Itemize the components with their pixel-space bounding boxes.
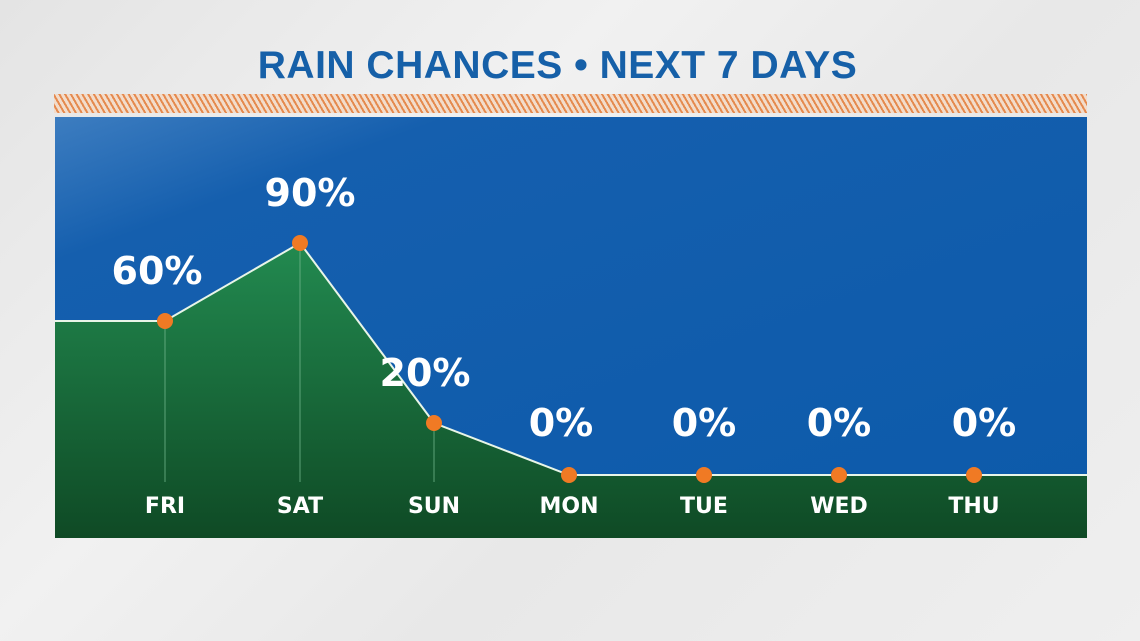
- data-markers: [157, 235, 982, 483]
- day-label-sun: SUN: [407, 494, 461, 519]
- day-label-fri: FRI: [144, 494, 186, 519]
- value-label-fri: 60%: [111, 249, 203, 293]
- chart-title: RAIN CHANCES • NEXT 7 DAYS: [257, 44, 858, 87]
- rain-area-chart: [55, 235, 1087, 538]
- hatched-divider: [54, 94, 1087, 113]
- day-label-mon: MON: [539, 494, 599, 519]
- day-label-thu: THU: [948, 494, 1000, 519]
- chart-panel: 60% 90% 20% 0% 0% 0% 0% FRI SAT SUN MON …: [55, 117, 1087, 538]
- day-label-wed: WED: [810, 494, 868, 519]
- day-label-tue: TUE: [680, 494, 728, 519]
- drop-lines: [164, 243, 435, 482]
- value-label-wed: 0%: [806, 401, 872, 445]
- value-label-thu: 0%: [951, 401, 1017, 445]
- value-label-mon: 0%: [528, 401, 594, 445]
- value-label-sun: 20%: [379, 351, 471, 395]
- value-label-sat: 90%: [264, 171, 356, 215]
- rain-area: [55, 243, 1087, 538]
- value-label-tue: 0%: [671, 401, 737, 445]
- day-label-sat: SAT: [276, 494, 324, 519]
